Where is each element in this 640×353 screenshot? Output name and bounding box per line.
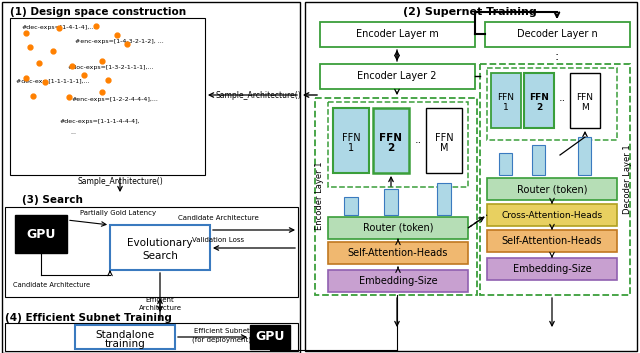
Text: Validation Loss: Validation Loss bbox=[192, 237, 244, 243]
Text: Partially Gold Latency: Partially Gold Latency bbox=[80, 210, 156, 216]
Bar bbox=[320, 64, 475, 89]
Text: FFN: FFN bbox=[380, 133, 403, 143]
Text: (3) Search: (3) Search bbox=[22, 195, 83, 205]
Text: (4) Efficient Subnet Training: (4) Efficient Subnet Training bbox=[5, 313, 172, 323]
Text: Sample_Architecture(): Sample_Architecture() bbox=[215, 90, 301, 100]
Bar bbox=[487, 204, 617, 226]
Bar bbox=[305, 2, 637, 351]
Text: (1) Design space construction: (1) Design space construction bbox=[10, 7, 186, 17]
Bar bbox=[578, 137, 591, 175]
Bar bbox=[328, 270, 468, 292]
Bar bbox=[373, 108, 409, 173]
Bar bbox=[5, 323, 298, 351]
Text: 1: 1 bbox=[503, 102, 509, 112]
Bar bbox=[75, 325, 175, 349]
Text: ...: ... bbox=[70, 130, 76, 134]
Text: #enc-exps=[1-4-3-2-1-2], ...: #enc-exps=[1-4-3-2-1-2], ... bbox=[75, 40, 164, 44]
Bar bbox=[328, 242, 468, 264]
Text: ..: .. bbox=[414, 135, 422, 145]
Text: FFN: FFN bbox=[497, 92, 515, 102]
Text: 1: 1 bbox=[348, 143, 354, 153]
Text: Architecture: Architecture bbox=[138, 305, 182, 311]
Bar bbox=[487, 258, 617, 280]
Text: Evolutionary: Evolutionary bbox=[127, 238, 193, 248]
Text: Encoder Layer 2: Encoder Layer 2 bbox=[357, 71, 436, 81]
Bar bbox=[320, 22, 475, 47]
Text: Candidate Architecture: Candidate Architecture bbox=[178, 215, 259, 221]
Bar bbox=[15, 215, 67, 253]
Text: Efficient Subnet: Efficient Subnet bbox=[194, 328, 250, 334]
Text: #doc-exps=[1-3-2-1-1-1],...: #doc-exps=[1-3-2-1-1-1],... bbox=[68, 66, 154, 71]
Bar bbox=[532, 145, 545, 175]
Bar bbox=[480, 64, 630, 295]
Text: (for deployment): (for deployment) bbox=[193, 337, 252, 343]
Text: #dec-exps=[1-1-1-4-4-4],: #dec-exps=[1-1-1-4-4-4], bbox=[60, 120, 141, 125]
Text: Encoder Layer 1: Encoder Layer 1 bbox=[316, 162, 324, 230]
Bar bbox=[5, 207, 298, 297]
Text: 2: 2 bbox=[536, 102, 542, 112]
Text: M: M bbox=[440, 143, 448, 153]
Bar bbox=[499, 153, 512, 175]
Text: training: training bbox=[104, 339, 145, 349]
Text: Efficient: Efficient bbox=[146, 297, 174, 303]
Text: #dec-exp [1-1-1-1-1],...: #dec-exp [1-1-1-1-1],... bbox=[16, 79, 90, 84]
Text: GPU: GPU bbox=[26, 227, 56, 240]
Bar bbox=[487, 178, 617, 200]
Text: #dec-exps=[1-4-1-4],...: #dec-exps=[1-4-1-4],... bbox=[22, 25, 96, 30]
Text: :: : bbox=[555, 49, 559, 62]
Text: 2: 2 bbox=[387, 143, 395, 153]
Bar bbox=[524, 73, 554, 128]
Bar bbox=[384, 189, 398, 215]
Bar bbox=[437, 183, 451, 215]
Text: ..: .. bbox=[558, 93, 566, 103]
Bar bbox=[328, 217, 468, 239]
Text: Decoder Layer 1: Decoder Layer 1 bbox=[623, 144, 632, 214]
Text: Sample_Architecture(): Sample_Architecture() bbox=[77, 178, 163, 186]
Text: Self-Attention-Heads: Self-Attention-Heads bbox=[348, 248, 448, 258]
Text: Router (token): Router (token) bbox=[516, 184, 588, 194]
Text: Embedding-Size: Embedding-Size bbox=[513, 264, 591, 274]
Text: :: : bbox=[395, 49, 399, 62]
Bar bbox=[250, 325, 290, 349]
Text: Embedding-Size: Embedding-Size bbox=[358, 276, 437, 286]
Text: M: M bbox=[581, 102, 589, 112]
Bar bbox=[333, 108, 369, 173]
Text: FFN: FFN bbox=[529, 92, 549, 102]
Text: FFN: FFN bbox=[435, 133, 453, 143]
Text: (2) Supernet Training: (2) Supernet Training bbox=[403, 7, 537, 17]
Text: Standalone: Standalone bbox=[95, 330, 155, 340]
Bar bbox=[491, 73, 521, 128]
Bar bbox=[328, 102, 468, 187]
Bar bbox=[570, 73, 600, 128]
Text: FFN: FFN bbox=[577, 92, 593, 102]
Text: Decoder Layer n: Decoder Layer n bbox=[516, 29, 597, 39]
Text: Search: Search bbox=[142, 251, 178, 261]
Text: Cross-Attention-Heads: Cross-Attention-Heads bbox=[501, 210, 603, 220]
Bar bbox=[487, 68, 617, 140]
Text: #enc-exps=[1-2-2-4-4-4],...: #enc-exps=[1-2-2-4-4-4],... bbox=[72, 97, 159, 102]
Bar bbox=[2, 2, 300, 353]
Text: Candidate Architecture: Candidate Architecture bbox=[13, 282, 91, 288]
Bar bbox=[487, 230, 617, 252]
Text: FFN: FFN bbox=[342, 133, 360, 143]
Bar bbox=[426, 108, 462, 173]
Text: GPU: GPU bbox=[255, 330, 285, 343]
Text: Router (token): Router (token) bbox=[363, 223, 433, 233]
Bar bbox=[344, 197, 358, 215]
Bar bbox=[485, 22, 630, 47]
Bar bbox=[315, 98, 477, 295]
Text: Self-Attention-Heads: Self-Attention-Heads bbox=[502, 236, 602, 246]
Bar bbox=[110, 225, 210, 270]
Bar bbox=[10, 18, 205, 175]
Text: Encoder Layer m: Encoder Layer m bbox=[356, 29, 438, 39]
